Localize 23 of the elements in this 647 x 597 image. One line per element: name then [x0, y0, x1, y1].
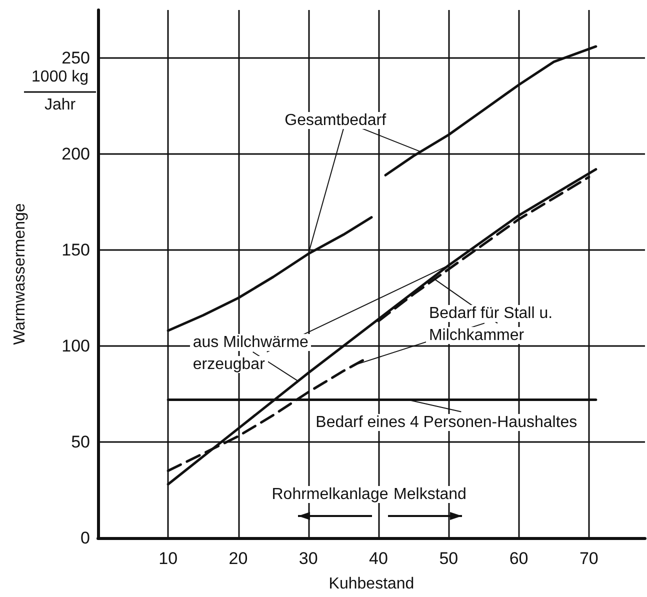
text: Gesamtbedarf: [282, 112, 390, 129]
text: Jahr: [44, 96, 76, 114]
x-tick-label: 20: [228, 549, 248, 568]
y-tick-label: 250: [62, 48, 90, 68]
annotation: Melkstand: [390, 486, 470, 503]
x-tick-label: 60: [509, 549, 528, 568]
x-tick-label: 30: [298, 549, 318, 568]
x-axis-title: Kuhbestand: [328, 576, 414, 592]
x-tick-label: 40: [369, 549, 388, 568]
y-tick-label: 50: [71, 432, 90, 452]
series-label: aus Milchwärme erzeugbar: [190, 334, 312, 373]
y-tick-label: 200: [62, 144, 90, 164]
annotation: Rohrmelkanlage: [268, 486, 392, 503]
y-tick-label: 100: [62, 336, 90, 356]
x-tick-label: 70: [579, 549, 598, 568]
y-tick-label: 0: [80, 528, 90, 548]
legend-label: Bedarf eines 4 Personen-Haushaltes: [312, 414, 580, 431]
x-tick-label: 10: [158, 549, 178, 568]
x-tick-label: 50: [439, 549, 458, 568]
y-axis-title: Warmwassermenge: [12, 203, 28, 345]
text: 1000 kg: [32, 68, 88, 86]
y-tick-label: 150: [62, 240, 90, 260]
series-label: Bedarf für Stall u. Milchkammer: [426, 305, 556, 344]
